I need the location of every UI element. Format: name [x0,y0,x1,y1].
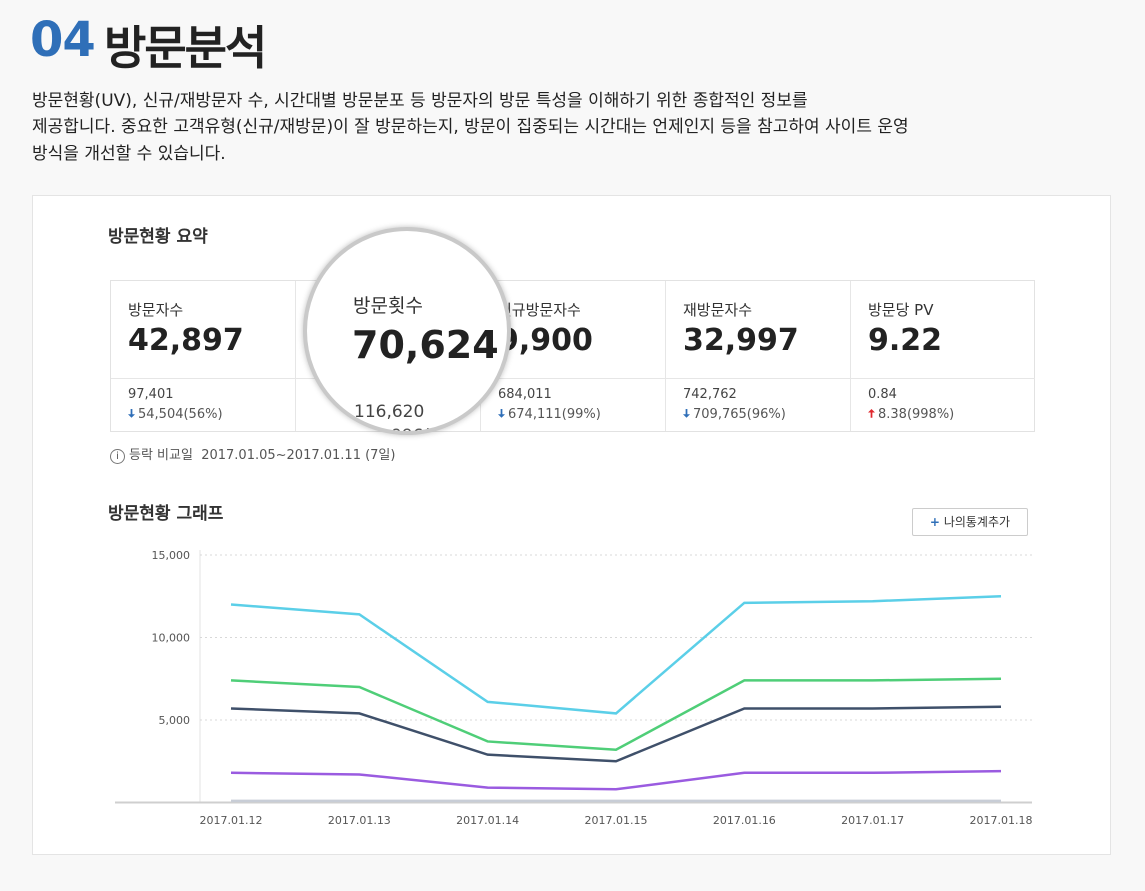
note-period: 2017.01.05~2017.01.11 (7일) [201,448,396,463]
card-value: 9,900 [498,323,593,358]
series-line [230,769,1002,791]
card-compare: 742,762 [683,387,737,402]
card: 재방문자수 32,997 742,762 709,765(96%) [666,281,851,431]
card-value: 32,997 [683,323,799,358]
change-text: 674,111(99%) [508,407,601,422]
card-compare: 684,011 [498,387,552,402]
x-tick-label: 2017.01.17 [841,814,904,827]
description: 방문현황(UV), 신규/재방문자 수, 시간대별 방문분포 등 방문자의 방문… [32,91,808,111]
card: 방문자수 42,897 97,401 54,504(56%) [111,281,296,431]
trend-arrow [868,409,875,418]
trend-arrow [498,409,505,418]
button-label: 나의통계추가 [943,515,1011,529]
change-text: 8.38(998%) [878,407,955,422]
x-tick-label: 2017.01.12 [200,814,263,827]
card-value: 9.22 [868,323,943,358]
note-label: 등락 비교일 [129,448,193,463]
card-label: 방문당 PV [868,301,934,319]
card-value: 70,624 [352,323,499,367]
card-label: 재방문자수 [683,301,753,319]
trend-arrow [355,429,358,431]
trend-arrow [128,409,135,418]
description: 제공합니다. 중요한 고객유형(신규/재방문)이 잘 방문하는지, 방문이 집중… [32,117,909,137]
y-tick-label: 10,000 [152,632,191,645]
x-tick-label: 2017.01.14 [456,814,519,827]
graph-title: 방문현황 그래프 [108,504,224,524]
compare-note: i 등락 비교일 2017.01.05~2017.01.11 (7일) [110,444,395,464]
summary-cards: 방문자수 42,897 97,401 54,504(56%) 신규방문자수 9,900 68… [110,280,1035,432]
card-label: 방문횟수 [353,295,423,317]
card-compare: 97,401 [128,387,174,402]
info-icon: i [110,449,125,464]
section-title: 방문분석 [104,21,267,75]
card-value: 42,897 [128,323,244,358]
x-tick-label: 2017.01.13 [328,814,391,827]
card-change: 709,765(96%) [683,407,786,422]
description: 방식을 개선할 수 있습니다. [32,144,226,164]
divider [851,378,1035,379]
magnifier: 방문횟수 70,624 116,620 45,996(39%) [303,227,511,435]
card-compare: 0.84 [868,387,897,402]
divider [111,378,295,379]
change-text: 709,765(96%) [693,407,786,422]
y-tick-label: 5,000 [159,714,191,727]
change-text: 54,504(56%) [138,407,223,422]
card-change: 54,504(56%) [128,407,223,422]
x-tick-label: 2017.01.18 [970,814,1033,827]
card-change: 8.38(998%) [868,407,954,422]
y-tick-label: 15,000 [152,549,191,562]
section-number: 04 [30,12,96,68]
summary-title: 방문현황 요약 [108,227,208,247]
divider [666,378,850,379]
series-line [230,705,1002,763]
series-line [230,677,1002,751]
card-compare: 116,620 [354,402,425,422]
card: 방문당 PV 9.22 0.84 8.38(998%) [851,281,1035,431]
card-label: 방문자수 [128,301,184,319]
divider [481,378,665,379]
change-text: 45,996(39%) [364,426,475,431]
x-tick-label: 2017.01.15 [585,814,648,827]
card-change: 45,996(39%) [352,426,475,431]
series-line [230,595,1002,715]
trend-arrow [683,409,690,418]
card-change: 674,111(99%) [498,407,601,422]
card: 신규방문자수 9,900 684,011 674,111(99%) [481,281,666,431]
add-stat-button[interactable]: + 나의통계추가 [912,508,1028,536]
card-label: 신규방문자수 [498,301,581,319]
x-tick-label: 2017.01.16 [713,814,776,827]
